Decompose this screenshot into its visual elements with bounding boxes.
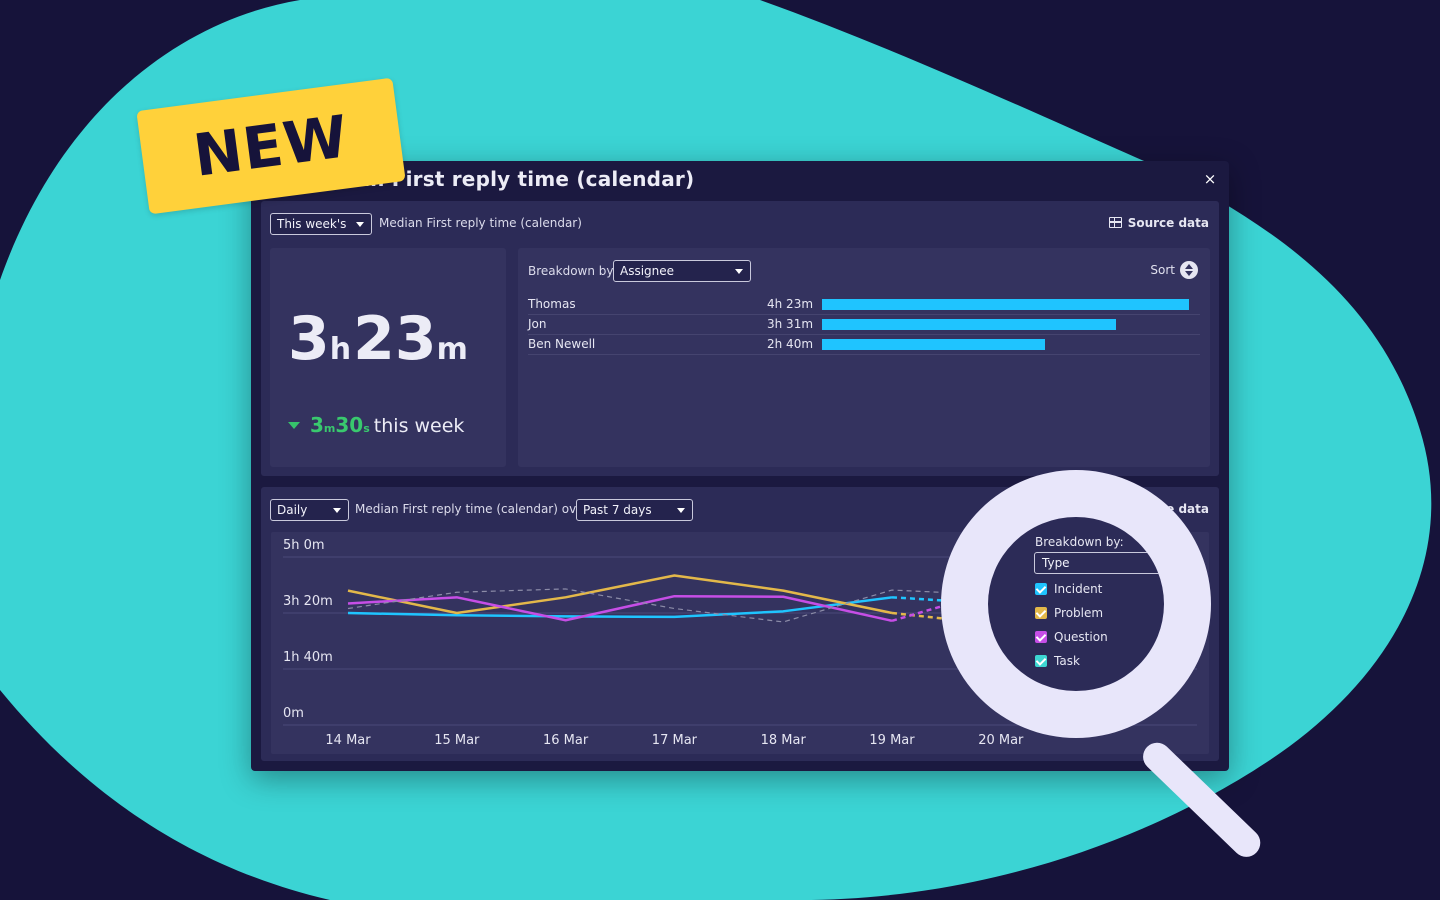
y-tick-label: 3h 20m bbox=[283, 594, 333, 609]
interval-select[interactable]: Daily bbox=[270, 499, 349, 521]
source-data-button[interactable]: Source data bbox=[1108, 216, 1209, 230]
triangle-down-icon bbox=[288, 422, 300, 429]
range-select-value: Past 7 days bbox=[583, 503, 652, 517]
trend-source-data-label: Source data bbox=[1127, 502, 1209, 516]
kpi-hours: 3 bbox=[288, 304, 330, 374]
change-suffix: this week bbox=[373, 415, 465, 437]
assignee-value: 3h 31m bbox=[767, 317, 814, 331]
x-tick-label: 19 Mar bbox=[869, 733, 915, 748]
assignee-bar bbox=[822, 339, 1046, 350]
x-tick-label: 17 Mar bbox=[652, 733, 698, 748]
new-badge-text: NEW bbox=[189, 102, 353, 190]
chevron-down-icon bbox=[677, 508, 685, 513]
assignee-name: Ben Newell bbox=[528, 337, 596, 351]
series-line bbox=[347, 596, 893, 619]
table-row[interactable]: Ben Newell 2h 40m bbox=[528, 335, 1200, 355]
change-minutes: 3 bbox=[310, 413, 324, 437]
period-select[interactable]: This week's bbox=[270, 213, 372, 235]
trend-source-data-button[interactable]: Source data bbox=[1128, 502, 1209, 516]
close-icon[interactable]: × bbox=[1203, 170, 1217, 188]
legend-select-value: Type bbox=[1042, 556, 1070, 570]
legend-label: Problem bbox=[1054, 606, 1104, 620]
kpi-value: 3h23m bbox=[288, 304, 470, 374]
chevron-down-icon bbox=[356, 222, 364, 227]
kpi-card: 3h23m 3m30s this week bbox=[270, 248, 506, 467]
checkbox-icon[interactable] bbox=[1035, 583, 1047, 595]
range-select[interactable]: Past 7 days bbox=[576, 499, 693, 521]
legend-title: Breakdown by: bbox=[1035, 535, 1124, 549]
x-tick-label: 16 Mar bbox=[543, 733, 589, 748]
change-minutes-unit: m bbox=[323, 422, 336, 435]
legend-item-question[interactable]: Question bbox=[1035, 630, 1108, 644]
legend-label: Incident bbox=[1054, 582, 1103, 596]
x-tick-label: 20 Mar bbox=[978, 733, 1024, 748]
y-tick-label: 1h 40m bbox=[283, 650, 333, 665]
checkbox-icon[interactable] bbox=[1035, 607, 1047, 619]
legend-breakdown-select[interactable]: Type bbox=[1034, 552, 1164, 574]
change-seconds: 30 bbox=[335, 413, 364, 437]
kpi-minutes: 23 bbox=[353, 304, 437, 374]
assignee-value: 4h 23m bbox=[767, 297, 814, 311]
kpi-minutes-unit: m bbox=[436, 332, 468, 367]
sort-label: Sort bbox=[1150, 263, 1175, 277]
y-tick-label: 0m bbox=[283, 706, 304, 721]
period-select-value: This week's bbox=[277, 217, 347, 231]
assignee-bar bbox=[822, 319, 1117, 330]
breakdown-select-value: Assignee bbox=[620, 264, 675, 278]
series-line bbox=[347, 594, 893, 623]
breakdown-label: Breakdown by bbox=[528, 264, 614, 278]
legend-item-incident[interactable]: Incident bbox=[1035, 582, 1102, 596]
checkbox-icon[interactable] bbox=[1035, 655, 1047, 667]
sort-button[interactable]: Sort bbox=[1150, 261, 1198, 279]
chevron-down-icon bbox=[735, 269, 743, 274]
y-tick-label: 5h 0m bbox=[283, 538, 325, 553]
legend-item-task[interactable]: Task bbox=[1035, 654, 1080, 668]
summary-panel: This week's Median First reply time (cal… bbox=[261, 201, 1219, 476]
sort-icon bbox=[1180, 261, 1198, 279]
breakdown-card: Breakdown by Assignee Sort Thomas 4h 23m… bbox=[518, 248, 1210, 467]
chevron-down-icon bbox=[333, 508, 341, 513]
x-tick-label: 14 Mar bbox=[325, 733, 371, 748]
x-tick-label: 15 Mar bbox=[434, 733, 480, 748]
table-row[interactable]: Thomas 4h 23m bbox=[528, 295, 1200, 315]
interval-select-value: Daily bbox=[277, 503, 308, 517]
x-tick-label: 18 Mar bbox=[761, 733, 807, 748]
assignee-bar bbox=[822, 299, 1189, 310]
checkbox-icon[interactable] bbox=[1035, 631, 1047, 643]
assignee-name: Jon bbox=[528, 317, 547, 331]
series-line bbox=[347, 574, 893, 615]
table-icon bbox=[1108, 217, 1122, 228]
kpi-hours-unit: h bbox=[329, 332, 352, 367]
metric-label: Median First reply time (calendar) bbox=[379, 216, 582, 230]
series-line bbox=[347, 588, 1001, 623]
assignee-value: 2h 40m bbox=[767, 337, 814, 351]
magnifier-lens: Breakdown by: Type Incident Problem Ques… bbox=[988, 517, 1164, 691]
source-data-label: Source data bbox=[1127, 216, 1209, 230]
legend-label: Task bbox=[1054, 654, 1080, 668]
breakdown-select[interactable]: Assignee bbox=[613, 260, 751, 282]
table-row[interactable]: Jon 3h 31m bbox=[528, 315, 1200, 335]
legend-label: Question bbox=[1054, 630, 1108, 644]
trend-metric-label: Median First reply time (calendar) over bbox=[355, 502, 589, 516]
legend-item-problem[interactable]: Problem bbox=[1035, 606, 1103, 620]
change-seconds-unit: s bbox=[363, 422, 370, 435]
assignee-name: Thomas bbox=[528, 297, 576, 311]
kpi-change: 3m30s this week bbox=[288, 413, 464, 437]
